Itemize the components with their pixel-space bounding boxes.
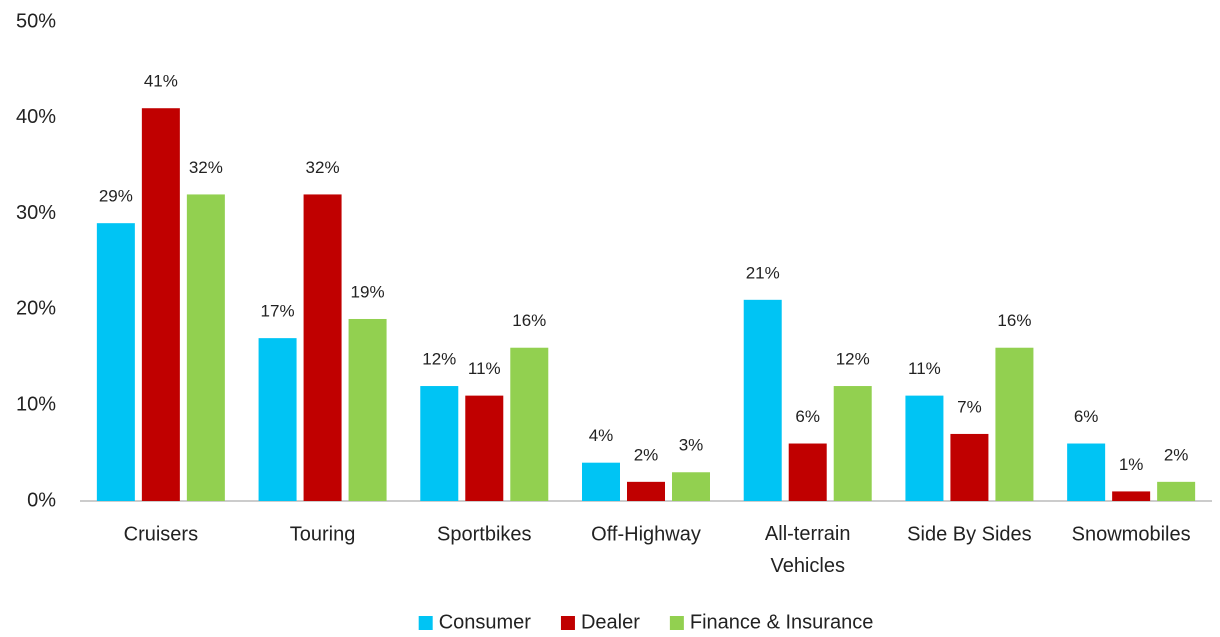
value-label: 16%: [997, 311, 1031, 330]
x-tick-label: Cruisers: [124, 523, 198, 545]
x-tick-label: All-terrain Vehicles: [765, 523, 851, 577]
bar: [141, 108, 180, 501]
bar: [995, 347, 1034, 501]
bar: [348, 318, 387, 501]
bar: [1112, 491, 1151, 501]
value-label: 11%: [468, 359, 501, 378]
y-tick-label: 20%: [16, 298, 56, 320]
x-tick-label: Side By Sides: [907, 523, 1032, 545]
value-label: 3%: [679, 436, 704, 455]
bar: [96, 223, 135, 501]
legend-swatch: [418, 616, 433, 630]
value-label: 1%: [1119, 455, 1144, 474]
y-tick-label: 50%: [16, 10, 56, 32]
value-label: 2%: [634, 445, 659, 464]
bar: [788, 443, 827, 501]
bar: [905, 395, 944, 501]
value-label: 7%: [957, 397, 982, 416]
x-tick-label: Touring: [290, 523, 356, 545]
y-tick-label: 40%: [16, 106, 56, 128]
bar: [1157, 481, 1196, 501]
y-tick-label: 10%: [16, 393, 56, 415]
bar: [1067, 443, 1106, 501]
bar: [833, 386, 872, 501]
bar: [258, 338, 297, 501]
value-label: 12%: [422, 350, 456, 369]
bar: [465, 395, 504, 501]
legend-label: Finance & Insurance: [690, 611, 873, 633]
bar: [743, 299, 782, 501]
bar: [950, 433, 989, 501]
value-label: 41%: [144, 72, 178, 91]
value-label: 29%: [99, 187, 133, 206]
y-tick-label: 30%: [16, 202, 56, 224]
value-label: 32%: [306, 158, 340, 177]
bar: [672, 472, 710, 501]
bar: [186, 194, 225, 501]
value-label: 17%: [261, 302, 295, 321]
value-label: 2%: [1164, 445, 1189, 464]
x-tick-label: Off-Highway: [591, 523, 701, 545]
value-label: 21%: [746, 263, 780, 282]
legend-swatch: [669, 616, 684, 630]
value-label: 19%: [351, 282, 385, 301]
legend-swatch: [560, 616, 575, 630]
bar: [627, 481, 665, 501]
bar: [510, 347, 549, 501]
legend-label: Consumer: [439, 611, 532, 633]
bar: [303, 194, 342, 501]
value-label: 32%: [189, 158, 223, 177]
value-label: 6%: [795, 407, 820, 426]
bar: [582, 462, 620, 501]
value-label: 4%: [589, 426, 614, 445]
x-tick-label: Snowmobiles: [1072, 523, 1191, 545]
value-label: 11%: [908, 359, 941, 378]
legend-label: Dealer: [581, 611, 640, 633]
value-label: 12%: [836, 350, 870, 369]
value-label: 16%: [512, 311, 546, 330]
x-tick-label: Sportbikes: [437, 523, 532, 545]
bar: [420, 386, 459, 501]
y-tick-label: 0%: [27, 489, 56, 511]
value-label: 6%: [1074, 407, 1099, 426]
